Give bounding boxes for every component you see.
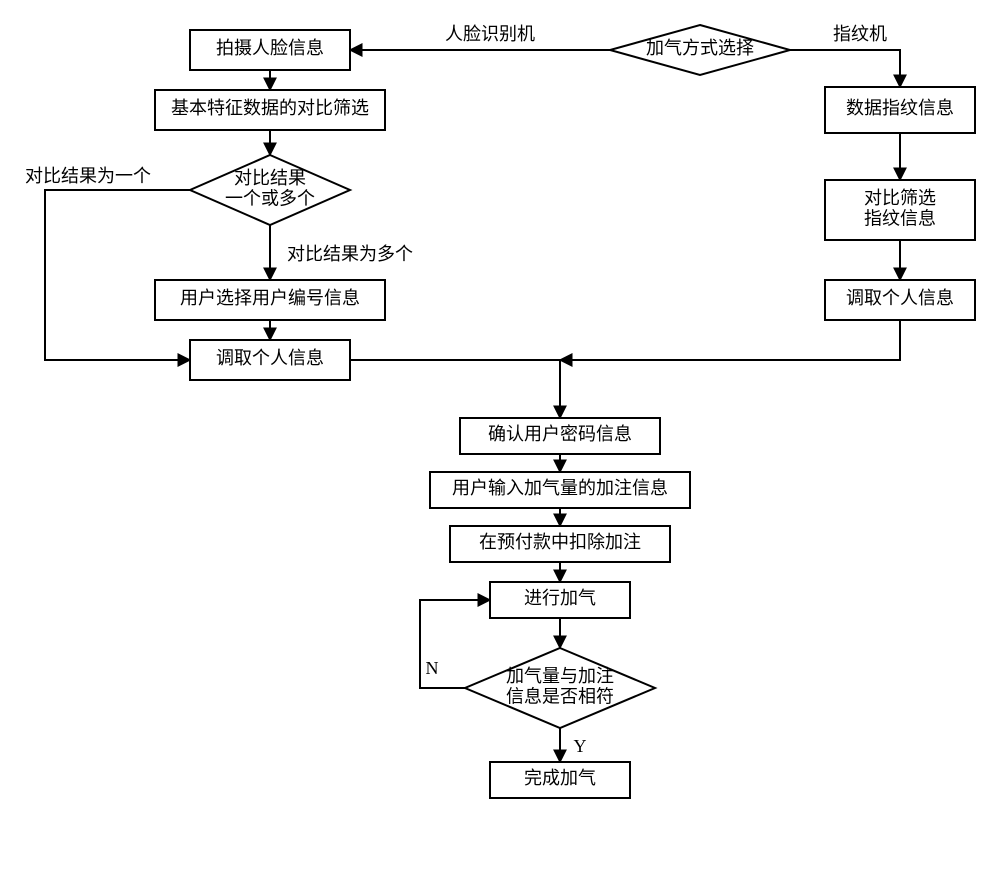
node-get_info_r: 调取个人信息	[825, 280, 975, 320]
edge-get_info_r-to-confirm_pw	[560, 320, 900, 360]
node-done-label-line-0: 完成加气	[524, 768, 596, 788]
node-face_compare-label-line-0: 基本特征数据的对比筛选	[171, 98, 369, 118]
edge-get_info_l-to-confirm_pw	[350, 360, 560, 418]
node-match-label-line-0: 加气量与加注	[506, 666, 614, 686]
node-fp_data-label-line-0: 数据指纹信息	[846, 98, 954, 118]
node-face_capture: 拍摄人脸信息	[190, 30, 350, 70]
node-done: 完成加气	[490, 762, 630, 798]
node-start-label-line-0: 加气方式选择	[646, 38, 754, 58]
node-confirm_pw: 确认用户密码信息	[460, 418, 660, 454]
edge-label-match-to-done: Y	[574, 736, 587, 756]
node-result_count-label-line-0: 对比结果	[234, 168, 306, 188]
node-fp_data: 数据指纹信息	[825, 87, 975, 133]
node-deduct: 在预付款中扣除加注	[450, 526, 670, 562]
edge-start-to-fp_data	[790, 50, 900, 87]
node-input_amount: 用户输入加气量的加注信息	[430, 472, 690, 508]
node-start: 加气方式选择	[610, 25, 790, 75]
edge-result_count-to-get_info_l	[45, 190, 190, 360]
edge-label-start-to-face_capture: 人脸识别机	[445, 24, 535, 44]
node-get_info_r-label-line-0: 调取个人信息	[846, 288, 954, 308]
flowchart-canvas: 人脸识别机 指纹机对比结果为多个 对比结果为一个 N Y 加气方式选择 拍摄人脸信息基本特征…	[0, 0, 1000, 875]
node-result_count-label-line-1: 一个或多个	[225, 188, 315, 208]
edge-label-match-to-do_gas: N	[426, 658, 439, 678]
edge-label-result_count-to-select_user: 对比结果为多个	[287, 244, 413, 264]
node-confirm_pw-label-line-0: 确认用户密码信息	[488, 424, 632, 444]
node-fp_compare-label-line-0: 对比筛选	[864, 188, 936, 208]
node-match: 加气量与加注信息是否相符	[465, 648, 655, 728]
node-fp_compare-label-line-1: 指纹信息	[864, 208, 936, 228]
edge-label-start-to-fp_data: 指纹机	[833, 24, 887, 44]
node-do_gas: 进行加气	[490, 582, 630, 618]
edge-label-result_count-to-get_info_l: 对比结果为一个	[25, 166, 151, 186]
node-match-label-line-1: 信息是否相符	[506, 686, 614, 706]
node-select_user-label-line-0: 用户选择用户编号信息	[180, 288, 360, 308]
node-select_user: 用户选择用户编号信息	[155, 280, 385, 320]
node-face_compare: 基本特征数据的对比筛选	[155, 90, 385, 130]
node-get_info_l-label-line-0: 调取个人信息	[216, 348, 324, 368]
node-face_capture-label-line-0: 拍摄人脸信息	[216, 38, 324, 58]
node-fp_compare: 对比筛选指纹信息	[825, 180, 975, 240]
node-input_amount-label-line-0: 用户输入加气量的加注信息	[452, 478, 668, 498]
node-result_count: 对比结果一个或多个	[190, 155, 350, 225]
node-get_info_l: 调取个人信息	[190, 340, 350, 380]
node-deduct-label-line-0: 在预付款中扣除加注	[479, 532, 641, 552]
node-do_gas-label-line-0: 进行加气	[524, 588, 596, 608]
